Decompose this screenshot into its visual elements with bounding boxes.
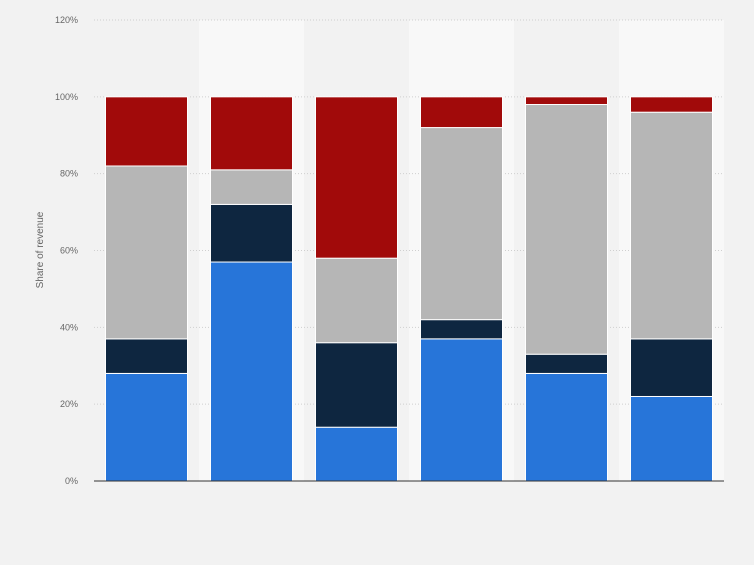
bar-segment bbox=[525, 372, 608, 482]
bar-segment bbox=[315, 96, 398, 259]
bar-segment bbox=[210, 261, 293, 482]
bar-segment bbox=[420, 338, 503, 482]
bar-segment bbox=[210, 96, 293, 171]
bars bbox=[105, 96, 713, 482]
bar-segment bbox=[105, 165, 188, 340]
bar-segment bbox=[420, 127, 503, 321]
bar-segment bbox=[105, 96, 188, 167]
bar-segment bbox=[210, 169, 293, 205]
y-tick-label: 60% bbox=[60, 246, 78, 256]
bar-segment bbox=[105, 338, 188, 374]
bar-segment bbox=[105, 372, 188, 482]
y-tick-label: 20% bbox=[60, 399, 78, 409]
y-tick-label: 0% bbox=[65, 476, 78, 486]
y-tick-label: 120% bbox=[55, 15, 78, 25]
bar-segment bbox=[630, 111, 713, 340]
bar-segment bbox=[315, 342, 398, 428]
bar-segment bbox=[630, 395, 713, 482]
bar-segment bbox=[630, 338, 713, 397]
y-tick-label: 80% bbox=[60, 169, 78, 179]
y-axis-label: Share of revenue bbox=[35, 211, 46, 288]
gridlines bbox=[94, 19, 724, 405]
bar-segment bbox=[420, 96, 503, 129]
bar-segment bbox=[315, 257, 398, 344]
bar-segment bbox=[525, 96, 608, 106]
bar-segment bbox=[315, 426, 398, 482]
bar-segment bbox=[525, 104, 608, 355]
bar-segment bbox=[630, 96, 713, 113]
y-tick-label: 100% bbox=[55, 92, 78, 102]
bar-segment bbox=[420, 319, 503, 340]
bar-segment bbox=[210, 203, 293, 263]
bar-segment bbox=[525, 353, 608, 374]
y-tick-label: 40% bbox=[60, 322, 78, 332]
y-tick-labels: 0% 20% 40% 60% 80% 100% 120% bbox=[55, 15, 78, 486]
